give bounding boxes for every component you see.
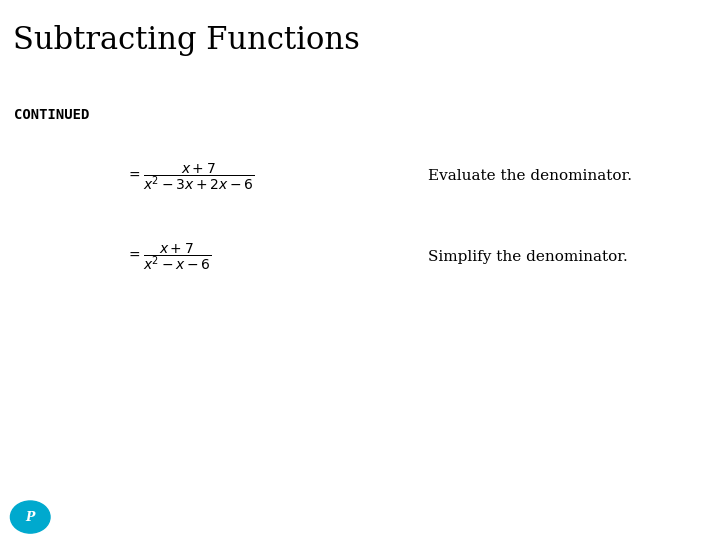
Text: P: P <box>25 510 35 524</box>
Text: Simplify the denominator.: Simplify the denominator. <box>428 250 628 264</box>
Text: Subtracting Functions: Subtracting Functions <box>13 25 360 56</box>
Text: Evaluate the denominator.: Evaluate the denominator. <box>428 170 632 184</box>
Text: Slide 37: Slide 37 <box>633 509 702 525</box>
Text: CONTINUED: CONTINUED <box>14 109 90 123</box>
Ellipse shape <box>11 501 50 533</box>
Text: Goldstein/Schneider/Lay/Asmar, Calculus and Its Applications, 14e: Goldstein/Schneider/Lay/Asmar, Calculus … <box>210 505 510 515</box>
Text: $= \dfrac{x+7}{x^2-x-6}$: $= \dfrac{x+7}{x^2-x-6}$ <box>126 241 212 272</box>
Text: $= \dfrac{x+7}{x^2-3x+2x-6}$: $= \dfrac{x+7}{x^2-3x+2x-6}$ <box>126 161 254 192</box>
Text: Copyright © 2018, 2014, 2010 Pearson Education Inc.: Copyright © 2018, 2014, 2010 Pearson Edu… <box>252 523 468 532</box>
Text: Pearson: Pearson <box>68 510 119 524</box>
